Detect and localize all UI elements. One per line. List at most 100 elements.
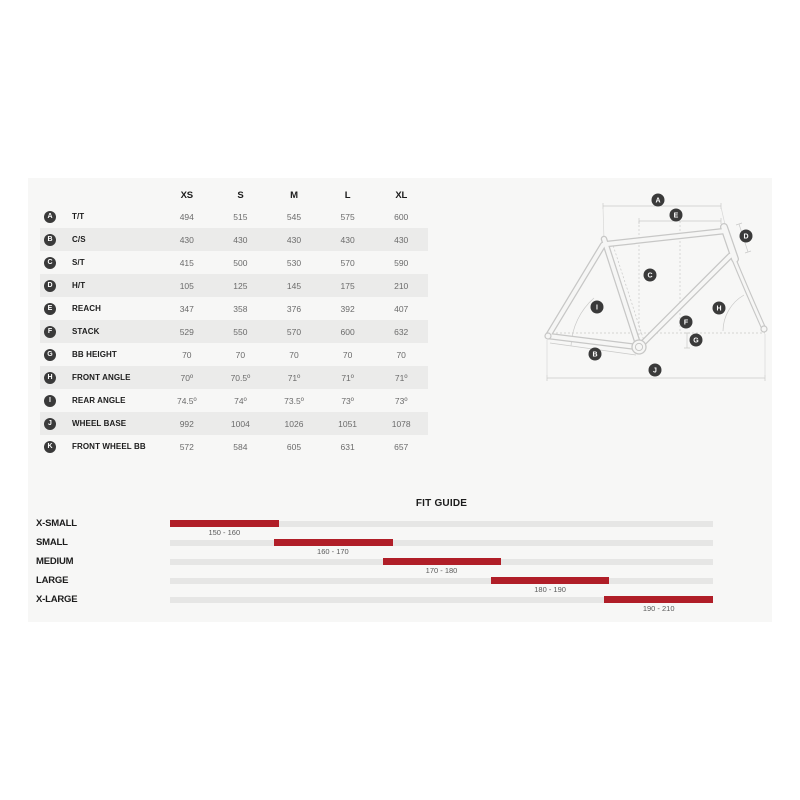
- svg-text:D: D: [743, 234, 748, 241]
- cell-value: 1004: [230, 418, 250, 429]
- fit-range-label: 180 - 190: [534, 585, 566, 594]
- fit-range-label: 160 - 170: [317, 547, 349, 556]
- fit-range-bar: [603, 596, 713, 603]
- marker-a: A: [651, 193, 665, 207]
- row-letter-badge: D: [44, 279, 56, 292]
- cell-value: 71º: [394, 372, 408, 383]
- cell-value: 1078: [391, 418, 411, 429]
- row-label: FRONT ANGLE: [72, 373, 131, 382]
- cell-value: 415: [179, 257, 194, 268]
- cell-value: 70: [342, 349, 353, 360]
- frame-fill: [546, 224, 766, 349]
- geometry-row-h: H FRONT ANGLE 70º 70.5º 71º 71º 71º: [40, 366, 428, 389]
- cell-value: 74.5º: [176, 395, 197, 406]
- fit-range-label: 190 - 210: [642, 604, 675, 613]
- fit-track: 170 - 180: [170, 558, 713, 575]
- dim-line-g: [684, 332, 690, 349]
- fit-size-label: X-LARGE: [36, 594, 78, 605]
- fit-row-large: LARGE 180 - 190: [36, 575, 764, 596]
- fit-track: 160 - 170: [170, 539, 713, 556]
- marker-j: J: [648, 363, 662, 377]
- fit-size-label: LARGE: [36, 575, 69, 586]
- fit-size-label: MEDIUM: [36, 556, 74, 567]
- svg-text:C: C: [647, 273, 652, 280]
- geometry-row-f: F STACK 529 550 570 600 632: [40, 320, 428, 343]
- diagram-markers: A E D C I H F G B J: [588, 193, 753, 377]
- cell-value: 430: [340, 234, 355, 245]
- row-letter-badge: I: [44, 394, 56, 407]
- fit-guide-rows: X-SMALL 150 - 160 SMALL 160 - 170 MEDIUM 170 …: [36, 518, 764, 615]
- cell-value: 584: [233, 441, 248, 452]
- geometry-row-c: C S/T 415 500 530 570 590: [40, 251, 428, 274]
- marker-h: H: [712, 301, 726, 315]
- cell-value: 529: [179, 326, 194, 337]
- fit-row-x-large: X-LARGE 190 - 210: [36, 594, 764, 615]
- svg-text:B: B: [592, 352, 597, 359]
- cell-value: 376: [286, 303, 302, 314]
- cell-value: 570: [286, 326, 302, 337]
- row-label: FRONT WHEEL BB: [72, 442, 146, 451]
- cell-value: 632: [394, 326, 409, 337]
- row-label: REAR ANGLE: [72, 396, 126, 405]
- cell-value: 575: [340, 211, 355, 222]
- fit-range-bar: [170, 520, 280, 527]
- fit-range-label: 170 - 180: [425, 566, 458, 575]
- cell-value: 1026: [284, 418, 304, 429]
- cell-value: 105: [179, 280, 194, 291]
- cell-value: 73º: [341, 395, 354, 406]
- geometry-row-g: G BB HEIGHT 70 70 70 70 70: [40, 343, 428, 366]
- marker-f: F: [679, 315, 693, 329]
- cell-value: 500: [233, 257, 248, 268]
- cell-value: 590: [394, 257, 409, 268]
- row-letter-badge: G: [44, 348, 56, 361]
- cell-value: 600: [340, 326, 355, 337]
- cell-value: 600: [394, 211, 409, 222]
- marker-b: B: [588, 347, 602, 361]
- row-letter-badge: H: [44, 371, 56, 384]
- row-letter-badge: F: [44, 325, 56, 338]
- fit-range-bar: [490, 577, 609, 584]
- cell-value: 631: [340, 441, 355, 452]
- size-header-s: S: [237, 189, 244, 201]
- cell-value: 545: [286, 211, 302, 222]
- cell-value: 570: [340, 257, 355, 268]
- row-label: BB HEIGHT: [72, 350, 117, 359]
- dim-line-c: [611, 241, 646, 345]
- front-angle-arc: [722, 294, 745, 332]
- row-label: WHEEL BASE: [72, 419, 127, 428]
- cell-value: 71º: [341, 372, 354, 383]
- cell-value: 210: [394, 280, 409, 291]
- svg-text:E: E: [674, 213, 679, 220]
- geometry-row-i: I REAR ANGLE 74.5º 74º 73.5º 73º 73º: [40, 389, 428, 412]
- geometry-row-b: B C/S 430 430 430 430 430: [40, 228, 428, 251]
- size-header-l: L: [344, 189, 351, 201]
- svg-text:H: H: [716, 306, 721, 313]
- svg-text:A: A: [655, 198, 660, 205]
- cell-value: 992: [179, 418, 194, 429]
- cell-value: 70: [235, 349, 246, 360]
- cell-value: 515: [233, 211, 248, 222]
- fit-range-label: 150 - 160: [208, 528, 241, 537]
- bike-frame-diagram: A E D C I H F G B J: [544, 193, 768, 381]
- row-letter-badge: J: [44, 417, 56, 430]
- cell-value: 605: [286, 441, 302, 452]
- marker-c: C: [643, 268, 657, 282]
- fit-guide: FIT GUIDE X-SMALL 150 - 160 SMALL 160 - 170…: [36, 498, 764, 615]
- cell-value: 430: [286, 234, 302, 245]
- row-label: T/T: [72, 212, 85, 221]
- geometry-table: XS S M L XL A T/T 494 515 545 575 600 B C/S 430 43…: [40, 185, 428, 458]
- row-letter-badge: C: [44, 256, 56, 269]
- cell-value: 550: [233, 326, 248, 337]
- cell-value: 74º: [234, 395, 247, 406]
- cell-value: 430: [233, 234, 248, 245]
- cell-value: 73º: [394, 395, 408, 406]
- fit-track: 180 - 190: [170, 577, 713, 594]
- cell-value: 358: [233, 303, 248, 314]
- cell-value: 430: [394, 234, 409, 245]
- fit-range-bar: [274, 539, 393, 546]
- fit-track: 190 - 210: [170, 596, 713, 613]
- svg-text:I: I: [596, 305, 598, 312]
- dimension-lines: [546, 203, 766, 381]
- cell-value: 572: [179, 441, 194, 452]
- fit-size-label: X-SMALL: [36, 518, 77, 529]
